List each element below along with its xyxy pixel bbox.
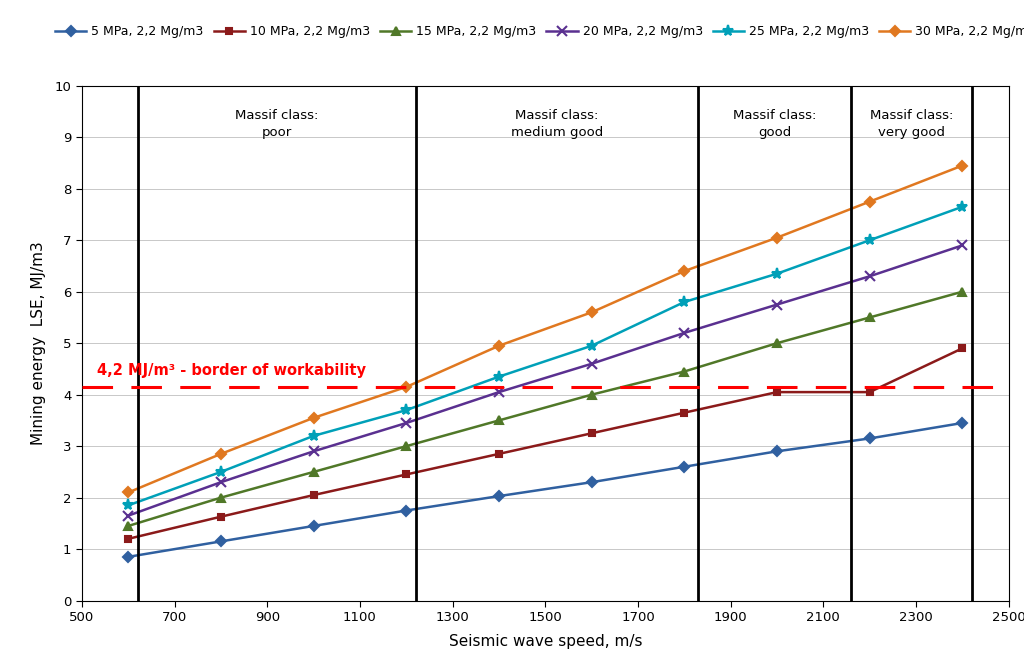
25 MPa, 2,2 Mg/m3 bbox=[215, 468, 227, 476]
5 MPa, 2,2 Mg/m3 bbox=[956, 419, 969, 427]
10 MPa, 2,2 Mg/m3 bbox=[771, 388, 783, 396]
30 MPa, 2,2 Mg/m3 bbox=[586, 308, 598, 316]
Line: 5 MPa, 2,2 Mg/m3: 5 MPa, 2,2 Mg/m3 bbox=[125, 420, 966, 560]
25 MPa, 2,2 Mg/m3 bbox=[307, 432, 319, 440]
Text: Massif class:
poor: Massif class: poor bbox=[234, 109, 318, 139]
5 MPa, 2,2 Mg/m3 bbox=[586, 478, 598, 486]
5 MPa, 2,2 Mg/m3 bbox=[215, 537, 227, 545]
5 MPa, 2,2 Mg/m3 bbox=[771, 447, 783, 455]
Text: Massif class:
very good: Massif class: very good bbox=[869, 109, 953, 139]
5 MPa, 2,2 Mg/m3 bbox=[678, 463, 690, 471]
20 MPa, 2,2 Mg/m3 bbox=[956, 242, 969, 249]
15 MPa, 2,2 Mg/m3 bbox=[307, 468, 319, 476]
15 MPa, 2,2 Mg/m3 bbox=[586, 391, 598, 399]
25 MPa, 2,2 Mg/m3 bbox=[400, 406, 413, 414]
15 MPa, 2,2 Mg/m3 bbox=[863, 314, 876, 321]
15 MPa, 2,2 Mg/m3 bbox=[493, 416, 505, 424]
Y-axis label: Mining energy  LSE, MJ/m3: Mining energy LSE, MJ/m3 bbox=[32, 242, 46, 445]
30 MPa, 2,2 Mg/m3 bbox=[771, 234, 783, 242]
15 MPa, 2,2 Mg/m3 bbox=[956, 288, 969, 296]
5 MPa, 2,2 Mg/m3 bbox=[863, 434, 876, 442]
10 MPa, 2,2 Mg/m3 bbox=[122, 535, 134, 543]
20 MPa, 2,2 Mg/m3 bbox=[122, 512, 134, 519]
10 MPa, 2,2 Mg/m3 bbox=[586, 429, 598, 437]
Text: 4,2 MJ/m³ - border of workability: 4,2 MJ/m³ - border of workability bbox=[97, 363, 367, 378]
30 MPa, 2,2 Mg/m3 bbox=[493, 342, 505, 350]
25 MPa, 2,2 Mg/m3 bbox=[771, 270, 783, 278]
20 MPa, 2,2 Mg/m3 bbox=[586, 360, 598, 368]
5 MPa, 2,2 Mg/m3 bbox=[122, 553, 134, 561]
20 MPa, 2,2 Mg/m3 bbox=[215, 478, 227, 486]
15 MPa, 2,2 Mg/m3 bbox=[678, 368, 690, 376]
20 MPa, 2,2 Mg/m3 bbox=[771, 300, 783, 308]
30 MPa, 2,2 Mg/m3 bbox=[956, 162, 969, 170]
30 MPa, 2,2 Mg/m3 bbox=[863, 197, 876, 205]
5 MPa, 2,2 Mg/m3 bbox=[307, 522, 319, 530]
Text: Massif class:
medium good: Massif class: medium good bbox=[511, 109, 603, 139]
20 MPa, 2,2 Mg/m3 bbox=[863, 273, 876, 280]
25 MPa, 2,2 Mg/m3 bbox=[678, 298, 690, 306]
Line: 30 MPa, 2,2 Mg/m3: 30 MPa, 2,2 Mg/m3 bbox=[125, 162, 966, 496]
Line: 25 MPa, 2,2 Mg/m3: 25 MPa, 2,2 Mg/m3 bbox=[123, 201, 968, 511]
30 MPa, 2,2 Mg/m3 bbox=[307, 414, 319, 422]
20 MPa, 2,2 Mg/m3 bbox=[493, 388, 505, 396]
20 MPa, 2,2 Mg/m3 bbox=[678, 329, 690, 337]
Legend: 5 MPa, 2,2 Mg/m3, 10 MPa, 2,2 Mg/m3, 15 MPa, 2,2 Mg/m3, 20 MPa, 2,2 Mg/m3, 25 MP: 5 MPa, 2,2 Mg/m3, 10 MPa, 2,2 Mg/m3, 15 … bbox=[55, 25, 1024, 38]
30 MPa, 2,2 Mg/m3 bbox=[122, 488, 134, 496]
15 MPa, 2,2 Mg/m3 bbox=[771, 339, 783, 347]
25 MPa, 2,2 Mg/m3 bbox=[863, 236, 876, 244]
15 MPa, 2,2 Mg/m3 bbox=[215, 494, 227, 502]
10 MPa, 2,2 Mg/m3 bbox=[678, 409, 690, 416]
15 MPa, 2,2 Mg/m3 bbox=[122, 522, 134, 530]
25 MPa, 2,2 Mg/m3 bbox=[586, 342, 598, 350]
Line: 10 MPa, 2,2 Mg/m3: 10 MPa, 2,2 Mg/m3 bbox=[125, 345, 966, 543]
X-axis label: Seismic wave speed, m/s: Seismic wave speed, m/s bbox=[449, 634, 642, 649]
10 MPa, 2,2 Mg/m3 bbox=[956, 345, 969, 352]
Line: 15 MPa, 2,2 Mg/m3: 15 MPa, 2,2 Mg/m3 bbox=[124, 288, 967, 530]
25 MPa, 2,2 Mg/m3 bbox=[493, 373, 505, 381]
Line: 20 MPa, 2,2 Mg/m3: 20 MPa, 2,2 Mg/m3 bbox=[124, 240, 967, 521]
10 MPa, 2,2 Mg/m3 bbox=[400, 471, 413, 478]
5 MPa, 2,2 Mg/m3 bbox=[400, 507, 413, 515]
20 MPa, 2,2 Mg/m3 bbox=[307, 447, 319, 455]
10 MPa, 2,2 Mg/m3 bbox=[307, 491, 319, 499]
30 MPa, 2,2 Mg/m3 bbox=[215, 450, 227, 458]
10 MPa, 2,2 Mg/m3 bbox=[215, 513, 227, 521]
10 MPa, 2,2 Mg/m3 bbox=[493, 450, 505, 458]
10 MPa, 2,2 Mg/m3 bbox=[863, 388, 876, 396]
30 MPa, 2,2 Mg/m3 bbox=[400, 383, 413, 391]
15 MPa, 2,2 Mg/m3 bbox=[400, 442, 413, 450]
25 MPa, 2,2 Mg/m3 bbox=[956, 203, 969, 211]
Text: Massif class:
good: Massif class: good bbox=[733, 109, 816, 139]
30 MPa, 2,2 Mg/m3 bbox=[678, 267, 690, 275]
5 MPa, 2,2 Mg/m3 bbox=[493, 492, 505, 500]
20 MPa, 2,2 Mg/m3 bbox=[400, 419, 413, 427]
25 MPa, 2,2 Mg/m3 bbox=[122, 502, 134, 510]
